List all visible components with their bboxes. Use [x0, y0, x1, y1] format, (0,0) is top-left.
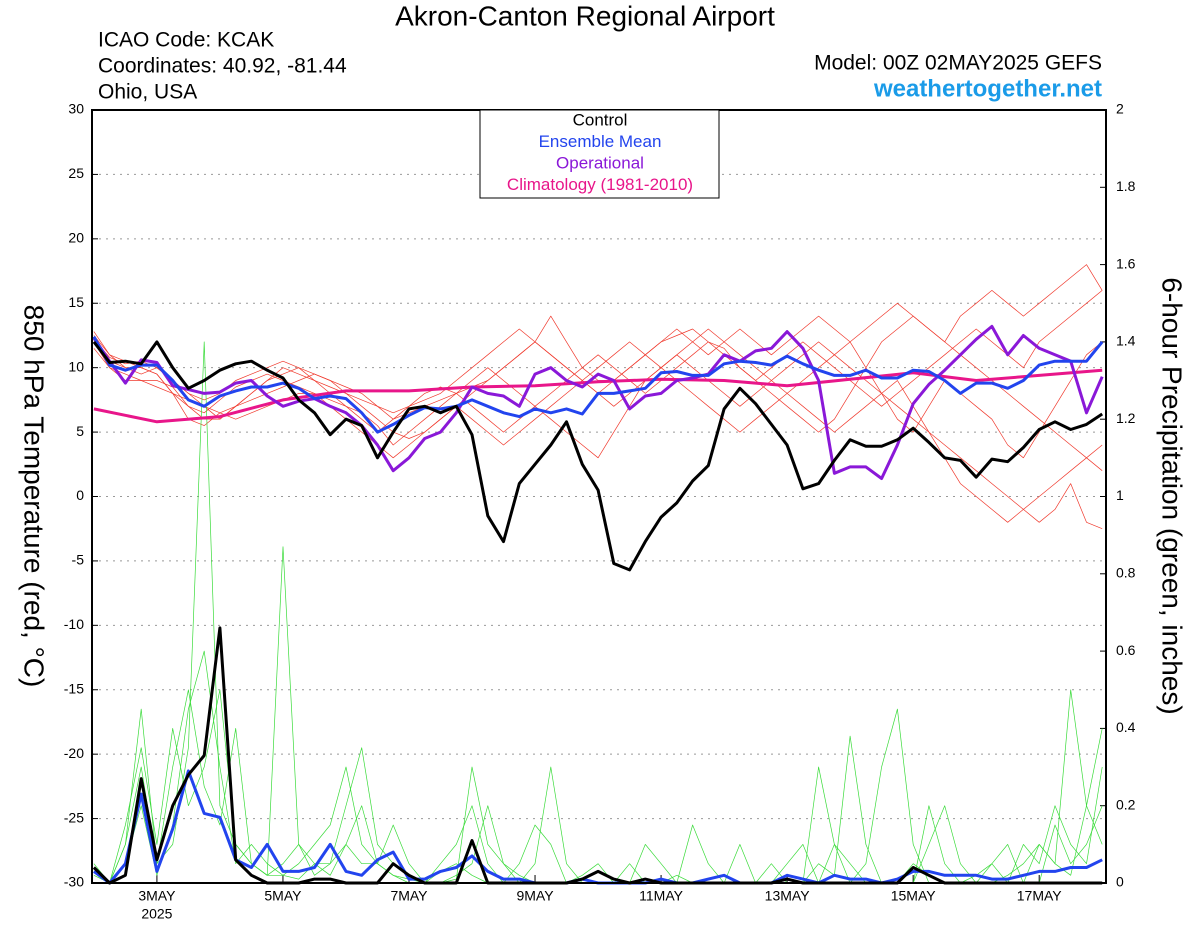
- y2-tick-label: 0.6: [1116, 642, 1136, 658]
- x-tick-label: 3MAY: [138, 888, 176, 904]
- y-tick-label: 0: [76, 487, 84, 503]
- info-line: Ohio, USA: [98, 81, 197, 104]
- y-tick-label: 10: [68, 358, 84, 374]
- legend-box: [479, 109, 720, 199]
- y-axis-label: 850 hPa Temperature (red, °C): [19, 305, 50, 688]
- y-tick-label: 15: [68, 294, 84, 310]
- x-tick-label: 9MAY: [516, 888, 554, 904]
- site-link[interactable]: weathertogether.net: [873, 75, 1102, 102]
- x-tick-sublabel: 2025: [141, 906, 172, 922]
- y-tick-label: -20: [64, 745, 84, 761]
- y2-tick-label: 0.8: [1116, 565, 1136, 581]
- series-line: [92, 335, 1104, 434]
- y-tick-label: -25: [64, 809, 84, 825]
- x-tick-label: 13MAY: [765, 888, 811, 904]
- y2-tick-label: 1: [1116, 487, 1124, 503]
- y-tick-label: -15: [64, 680, 84, 696]
- member-line: [93, 290, 1103, 433]
- y-tick-label: 5: [76, 423, 84, 439]
- y2-tick-label: 1.8: [1116, 178, 1136, 194]
- member-line: [93, 264, 1103, 433]
- y-tick-label: 30: [68, 101, 84, 117]
- y2-tick-label: 0.2: [1116, 796, 1136, 812]
- model-label: Model: 00Z 02MAY2025 GEFS: [814, 52, 1102, 75]
- y2-tick-label: 1.2: [1116, 410, 1136, 426]
- y2-axis-label: 6-hour Precipitation (green, inches): [1157, 277, 1188, 714]
- x-tick-label: 17MAY: [1017, 888, 1063, 904]
- chart-title: Akron-Canton Regional Airport: [395, 0, 775, 31]
- series-line: [92, 340, 1104, 572]
- y-tick-label: 20: [68, 230, 84, 246]
- legend-entry: Control: [573, 110, 628, 129]
- y-tick-label: 25: [68, 165, 84, 181]
- info-line: ICAO Code: KCAK: [98, 29, 274, 52]
- x-tick-label: 11MAY: [639, 888, 683, 904]
- x-tick-label: 15MAY: [891, 888, 937, 904]
- legend-entry: Operational: [556, 153, 644, 172]
- y-tick-label: -10: [64, 616, 84, 632]
- legend-entry: Climatology (1981-2010): [507, 175, 693, 194]
- y-tick-label: -30: [64, 874, 84, 890]
- y2-tick-label: 2: [1116, 101, 1124, 117]
- info-line: Coordinates: 40.92, -81.44: [98, 55, 347, 78]
- y2-tick-label: 0.4: [1116, 719, 1136, 735]
- y2-tick-label: 1.6: [1116, 255, 1136, 271]
- legend: Control Ensemble Mean Operational Climatolo…: [507, 110, 693, 194]
- x-tick-label: 7MAY: [390, 888, 428, 904]
- y2-tick-label: 1.4: [1116, 333, 1136, 349]
- x-tick-label: 5MAY: [264, 888, 302, 904]
- y2-tick-label: 0: [1116, 874, 1124, 890]
- legend-entry: Ensemble Mean: [539, 132, 662, 151]
- y-tick-label: -5: [72, 552, 85, 568]
- series-line: [92, 626, 1103, 885]
- series-line: [92, 324, 1104, 480]
